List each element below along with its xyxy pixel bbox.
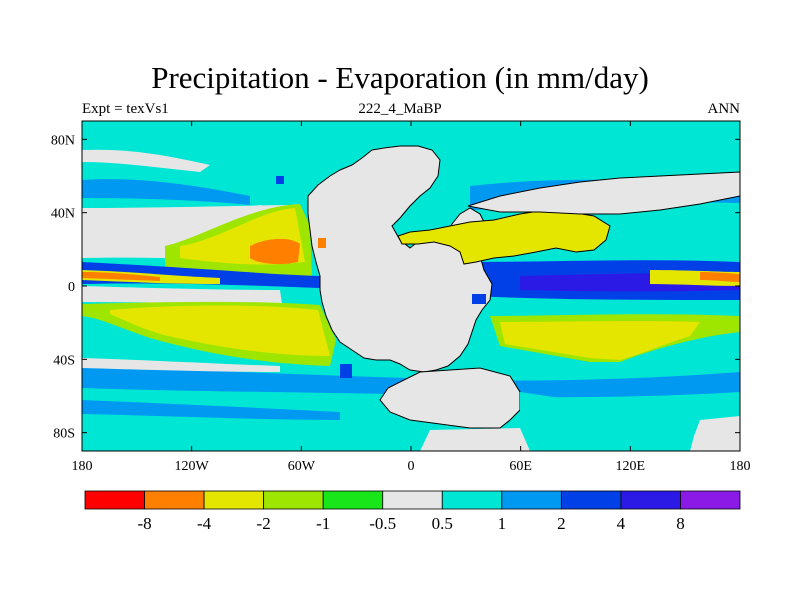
lat-tick-label: 80S	[53, 427, 75, 442]
coastal-wet-patch	[340, 364, 352, 378]
latitude-axis: 80N 40N 0 40S 80S	[51, 133, 740, 442]
lon-tick-label: 60E	[509, 459, 532, 474]
colorbar-swatch	[501, 490, 562, 510]
longitude-axis: 180 120W 60W 0 60E 120E 180	[72, 121, 751, 474]
lat-tick-label: 40S	[53, 353, 75, 368]
sh-subtropical-yellow	[110, 305, 330, 356]
colorbar-swatch	[263, 490, 324, 510]
land-southern	[379, 367, 521, 429]
season-label: ANN	[707, 101, 741, 117]
lon-tick-label: 60W	[288, 459, 316, 474]
nh-storm-track-pacific	[82, 179, 250, 205]
sh-equatorial-dry	[82, 286, 282, 304]
colorbar-swatch	[84, 490, 145, 510]
land-dry-basin	[397, 209, 611, 265]
antarctic-edge-center	[420, 428, 530, 451]
colorbar-label: 2	[557, 514, 566, 533]
equatorial-east-orange	[700, 272, 740, 282]
colorbar-label: -0.5	[369, 514, 396, 533]
colorbar-label: -4	[197, 514, 212, 533]
arctic-dry-band	[82, 149, 210, 172]
colorbar-swatch	[620, 490, 681, 510]
map-title: Precipitation - Evaporation (in mm/day)	[151, 60, 649, 95]
coastal-wet-patch	[472, 294, 486, 304]
colorbar-label: 4	[617, 514, 626, 533]
colorbar-label: -8	[137, 514, 151, 533]
southern-ocean-patch	[520, 392, 610, 430]
colorbar-swatch	[560, 490, 622, 510]
colorbar-label: 1	[498, 514, 507, 533]
experiment-label: Expt = texVs1	[82, 101, 169, 117]
field-plot	[82, 121, 740, 451]
coastal-wet-patch	[276, 176, 284, 184]
lon-tick-label: 120W	[175, 459, 210, 474]
lat-tick-label: 0	[68, 280, 75, 295]
colorbar: -8 -4 -2 -1 -0.5 0.5 1 2 4 8	[84, 490, 741, 533]
colorbar-label: 8	[676, 514, 685, 533]
equatorial-orange-strip	[82, 272, 160, 281]
sh-dry-line	[82, 358, 280, 372]
colorbar-label: -1	[316, 514, 330, 533]
colorbar-swatch	[680, 490, 741, 510]
colorbar-label: 0.5	[432, 514, 453, 533]
nh-subtropical-orange	[250, 238, 300, 265]
antarctic-edge-east	[690, 416, 740, 451]
lat-tick-label: 40N	[51, 207, 75, 222]
lon-tick-label: 180	[730, 459, 751, 474]
colorbar-swatch	[322, 490, 384, 510]
colorbar-swatch	[382, 490, 443, 510]
colorbar-swatch	[441, 490, 503, 510]
colorbar-swatch	[203, 490, 265, 510]
colorbar-label: -2	[257, 514, 271, 533]
lat-tick-label: 80N	[51, 133, 75, 148]
lon-tick-label: 120E	[616, 459, 646, 474]
lon-tick-label: 0	[408, 459, 415, 474]
period-label: 222_4_MaBP	[358, 101, 442, 117]
lon-tick-label: 180	[72, 459, 93, 474]
colorbar-swatch	[144, 490, 205, 510]
sh-high-latitude-band	[82, 400, 340, 420]
sh-east-yellow	[500, 321, 700, 360]
coastal-dry-patch	[318, 238, 326, 248]
land-northern-shelf	[467, 171, 740, 215]
